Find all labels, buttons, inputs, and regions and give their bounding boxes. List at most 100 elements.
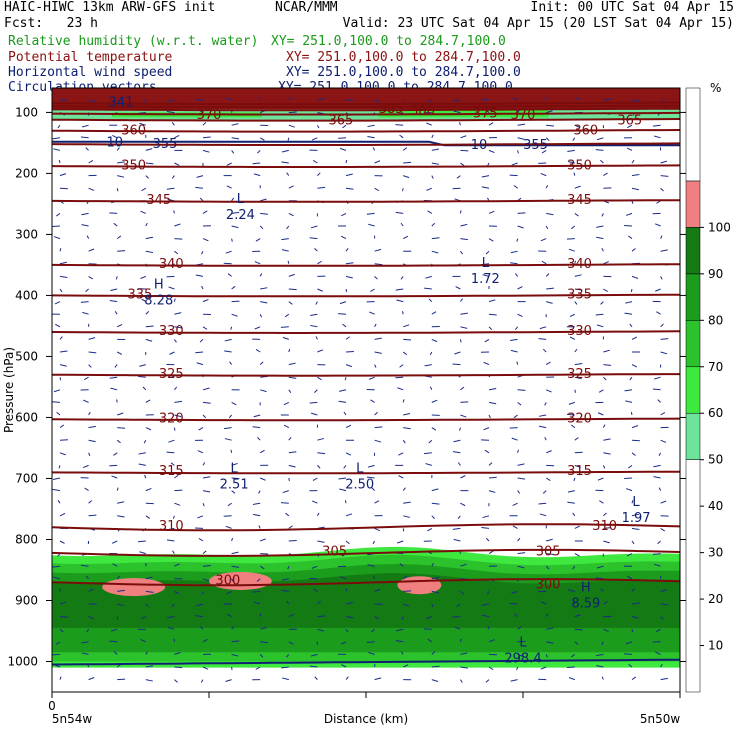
wind-vector [174,312,182,315]
wind-vector [510,349,518,353]
colorbar-unit: % [710,81,721,95]
wind-vector [568,677,575,681]
wind-vector [513,414,518,419]
surface-line [51,658,681,666]
wind-vector [660,235,663,239]
wind-vector [485,250,490,255]
wind-vector [317,376,322,381]
wind-vector [202,503,205,507]
wind-vector [567,149,575,153]
colorbar-tick-label: 90 [708,267,723,281]
wind-vector [252,426,261,429]
wind-vector [370,399,375,403]
wind-vector [174,134,180,139]
wind-vector [109,212,118,214]
wind-vector [488,210,495,214]
colorbar-tick-label: 10 [708,639,723,653]
wind-vector [145,603,149,608]
wind-vector [86,628,90,633]
wind-vector [574,124,580,129]
wind-vector [629,376,633,381]
wind-vector [281,238,289,241]
wind-vector [88,160,94,164]
wind-vector [110,288,118,292]
wind-vector [339,301,347,305]
wind-vector [574,376,582,380]
wind-vector [597,412,604,416]
wind-vector [431,603,434,608]
wind-vector [88,452,91,456]
wind-vector [317,465,321,469]
wind-vector [397,540,404,544]
wind-vector [488,122,494,126]
wind-vector [260,301,268,304]
isentrope-label: 365 [617,114,642,129]
wind-vector [59,452,66,456]
wind-vector [367,464,375,468]
wind-vector [59,540,65,544]
wind-vector [316,124,320,129]
wind-vector [399,364,404,368]
isentrope-label: 350 [567,158,592,173]
wind-vector [657,399,661,403]
colorbar-tick-label: 40 [708,499,723,513]
wind-vector [114,364,118,368]
wind-vector [516,238,519,242]
wind-vector [343,465,347,469]
wind-vector [431,250,439,254]
wind-vector [231,462,238,466]
wind-vector [371,487,375,491]
wind-vector [202,122,207,126]
wind-vector [544,437,547,441]
wind-vector [510,250,518,254]
wind-vector [631,616,639,619]
wind-vector [603,172,608,177]
wind-vector [145,651,149,655]
wind-vector [372,575,376,579]
wind-vector [345,275,353,279]
wind-vector [259,137,265,141]
wind-vector [460,238,468,241]
wind-vector [403,175,410,179]
wind-vector [540,666,547,670]
wind-vector [345,628,349,633]
wind-vector [57,124,61,129]
wind-vector [229,361,233,365]
isentrope-label: 345 [567,193,592,208]
wind-vector [567,501,575,504]
wind-vector [485,537,490,542]
wind-vector [59,261,67,265]
wind-vector [624,653,633,655]
wind-vector [654,223,661,227]
wind-vector [545,185,549,189]
wind-vector [546,287,554,290]
ytick-label: 900 [15,593,38,607]
wind-vector [596,324,604,328]
wind-vector [628,663,633,668]
wind-vector [117,161,125,164]
wind-vector [225,525,232,529]
wind-vector [403,603,410,607]
wind-vector [481,98,490,101]
isentrope-label: 340 [159,257,184,272]
wind-vector [170,462,175,466]
wind-vector [167,627,175,630]
wind-vector [317,172,321,176]
wind-vector [460,326,468,329]
wind-vector [88,248,95,252]
wind-vector [374,439,382,443]
wind-vector [374,351,382,354]
wind-vector [86,235,90,239]
wind-speed-label: 341 [109,95,134,110]
isentrope-lines [51,101,681,666]
wind-vector [288,111,297,114]
wind-vector [630,288,633,293]
wind-vector [260,389,267,393]
wind-vector [517,402,522,406]
ytick-label: 200 [15,166,38,180]
wind-vector [145,148,153,151]
colorbar-band [685,273,701,321]
wind-vector [56,411,61,416]
wind-vector [453,538,461,542]
wind-vector [574,464,581,468]
